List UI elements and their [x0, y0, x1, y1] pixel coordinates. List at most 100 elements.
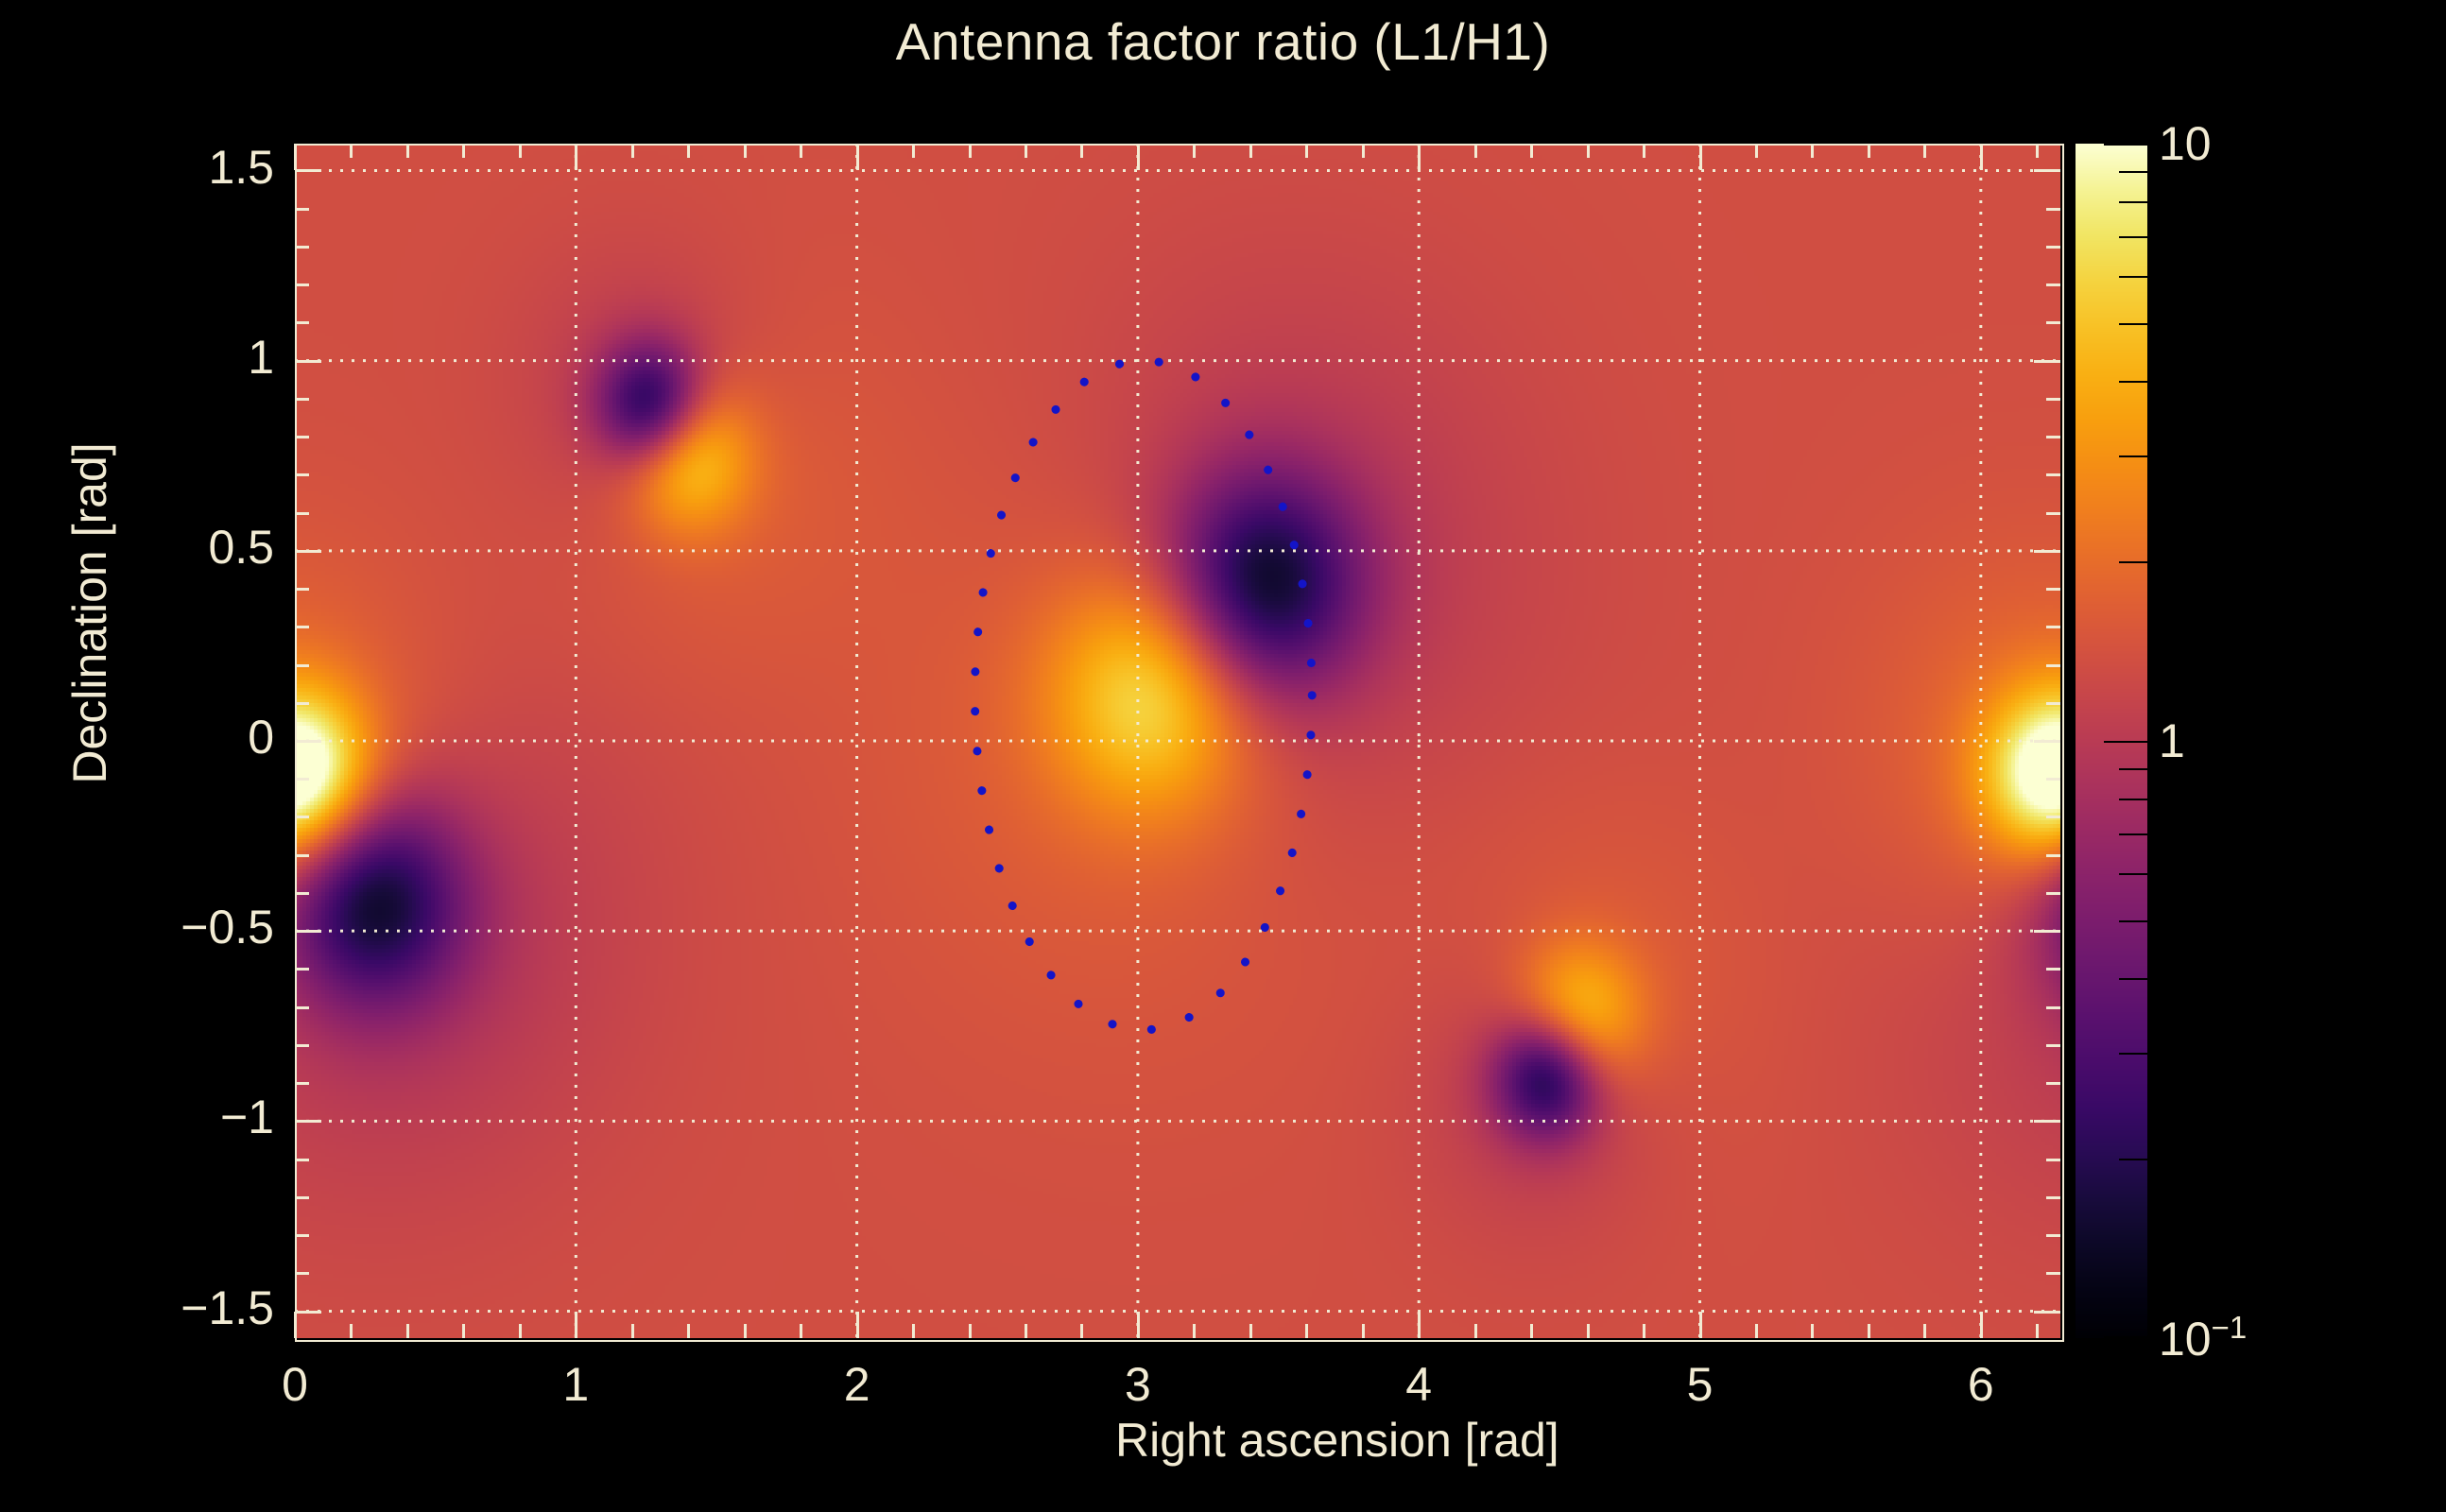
x-tick-label: 1: [562, 1358, 590, 1411]
x-axis-tick: [1923, 144, 1927, 158]
colorbar-major-tick: [2104, 1336, 2147, 1338]
x-axis-tick-labels: 0 1 2 3 4 5 6: [282, 1353, 2060, 1419]
colorbar-major-tick: [2104, 144, 2147, 146]
x-axis-tick: [1080, 1324, 1084, 1338]
colorbar-minor-tick: [2119, 978, 2147, 981]
x-axis-tick: [1249, 1324, 1252, 1338]
x-axis-tick: [687, 144, 691, 158]
colorbar-minor-tick: [2119, 833, 2147, 835]
y-axis-tick: [2046, 207, 2060, 211]
y-axis-tick: [2046, 397, 2060, 401]
x-axis-tick: [1754, 144, 1758, 158]
grid-overlay: [295, 144, 2060, 1338]
y-tick-label: 1.5: [208, 140, 274, 194]
y-axis-tick: [295, 549, 321, 553]
x-axis-tick: [1361, 1324, 1365, 1338]
sky-localisation-contour: [970, 356, 1317, 1035]
y-axis-tick: [295, 1310, 321, 1314]
y-axis-tick: [2046, 1158, 2060, 1161]
x-axis-tick: [1979, 144, 1983, 170]
y-axis-tick: [2046, 245, 2060, 249]
y-axis-tick: [2046, 436, 2060, 439]
y-axis-tick: [295, 1043, 309, 1047]
x-axis-tick: [743, 1324, 747, 1338]
y-axis-tick-labels: 1.5 1 0.5 0 −0.5 −1 −1.5: [57, 141, 274, 1338]
y-axis-tick: [295, 1005, 309, 1009]
x-axis-tick: [630, 144, 634, 158]
x-axis-tick: [350, 144, 353, 158]
y-axis-tick: [295, 588, 309, 592]
x-axis-tick: [1473, 1324, 1477, 1338]
x-axis-tick: [968, 144, 972, 158]
y-axis-tick: [2046, 853, 2060, 857]
x-axis-tick: [1530, 144, 1534, 158]
y-axis-tick: [295, 284, 309, 287]
x-axis-tick: [1473, 144, 1477, 158]
y-axis-tick: [2046, 891, 2060, 895]
x-axis-tick: [1305, 144, 1309, 158]
colorbar-tick-labels: 10 1 10−1: [2159, 117, 2300, 1366]
y-axis-tick: [295, 1234, 309, 1238]
y-axis-tick: [2046, 701, 2060, 705]
x-axis-tick: [1136, 144, 1140, 170]
y-axis-tick: [295, 701, 309, 705]
y-axis-tick: [295, 321, 309, 325]
y-axis-tick: [295, 1272, 309, 1276]
x-axis-tick: [1361, 144, 1365, 158]
y-axis-tick: [295, 436, 309, 439]
y-axis-tick: [295, 359, 321, 363]
colorbar-minor-tick: [2119, 276, 2147, 279]
x-axis-tick: [462, 1324, 466, 1338]
x-axis-tick: [462, 144, 466, 158]
x-axis-tick: [912, 144, 916, 158]
y-axis-tick: [2034, 1120, 2060, 1124]
x-axis-tick: [743, 144, 747, 158]
x-tick-label: 0: [282, 1358, 308, 1411]
colorbar-minor-tick: [2119, 201, 2147, 204]
y-axis-tick: [2046, 1234, 2060, 1238]
colorbar-minor-tick: [2119, 455, 2147, 458]
y-axis-tick: [2046, 1195, 2060, 1199]
x-axis-tick: [294, 1312, 297, 1338]
y-axis-tick: [295, 853, 309, 857]
y-axis-tick: [2034, 549, 2060, 553]
y-axis-tick: [2046, 511, 2060, 515]
x-axis-tick: [1024, 1324, 1027, 1338]
colorbar-minor-tick: [2119, 381, 2147, 384]
x-tick-label: 4: [1405, 1358, 1433, 1411]
x-axis-tick: [1080, 144, 1084, 158]
y-axis-tick: [2046, 321, 2060, 325]
x-axis-tick: [1811, 144, 1815, 158]
x-axis-tick: [1193, 144, 1197, 158]
x-axis-tick: [630, 1324, 634, 1338]
y-axis-tick: [295, 1082, 309, 1086]
x-axis-tick: [968, 1324, 972, 1338]
x-axis-tick: [1193, 1324, 1197, 1338]
y-axis-tick: [2046, 284, 2060, 287]
page-title: Antenna factor ratio (L1/H1): [895, 12, 1551, 71]
y-axis-tick: [295, 169, 321, 173]
y-axis-tick: [295, 245, 309, 249]
y-axis-tick: [2046, 968, 2060, 971]
x-axis-tick: [1530, 1324, 1534, 1338]
y-tick-label: −1: [219, 1091, 274, 1144]
colorbar-minor-tick: [2119, 560, 2147, 563]
y-axis-tick: [2034, 930, 2060, 934]
y-tick-label: 0.5: [208, 520, 274, 574]
colorbar-minor-tick: [2119, 767, 2147, 770]
colorbar-minor-tick: [2119, 799, 2147, 801]
y-axis-tick: [295, 397, 309, 401]
colorbar-minor-tick: [2119, 170, 2147, 173]
x-axis-title: Right ascension [rad]: [1115, 1414, 1559, 1467]
y-axis-tick: [295, 930, 321, 934]
x-axis-tick: [1418, 1312, 1421, 1338]
y-axis-tick: [2034, 359, 2060, 363]
y-axis-tick: [295, 511, 309, 515]
colorbar-tick-label: 1: [2159, 714, 2185, 767]
x-tick-label: 5: [1686, 1358, 1714, 1411]
colorbar-minor-tick: [2119, 920, 2147, 923]
x-tick-label: 6: [1967, 1358, 1994, 1411]
x-tick-label: 2: [843, 1358, 870, 1411]
x-tick-label: 3: [1124, 1358, 1151, 1411]
y-axis-tick: [295, 473, 309, 477]
